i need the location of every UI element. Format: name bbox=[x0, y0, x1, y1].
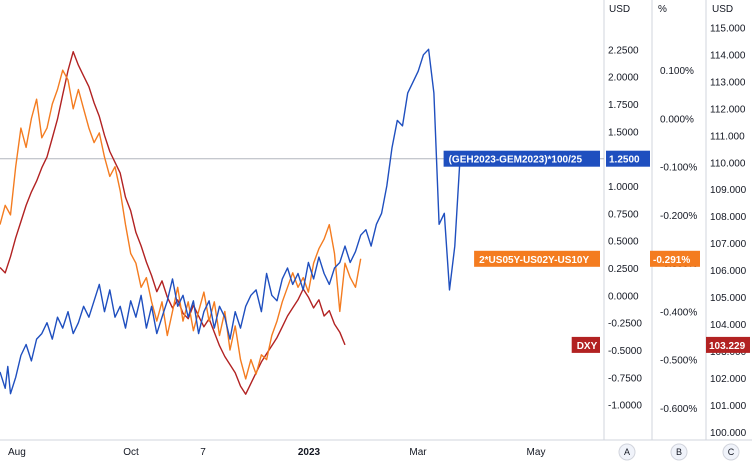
axis-a-tick-5: 1.0000 bbox=[608, 182, 639, 193]
series-name-tag-text-1: 2*US05Y-US02Y-US10Y bbox=[479, 255, 589, 266]
time-label-5: May bbox=[527, 447, 546, 458]
series-value-tag-text-1: -0.291% bbox=[653, 255, 690, 266]
axis-c-tick-7: 108.000 bbox=[710, 212, 747, 223]
axis-c-tick-6: 109.000 bbox=[710, 185, 747, 196]
axis-b-footer-button[interactable]: B bbox=[670, 443, 688, 461]
axis-b-tick-1: 0.000% bbox=[660, 115, 694, 126]
axis-b-tick-3: -0.200% bbox=[660, 211, 697, 222]
axis-a-tick-8: 0.2500 bbox=[608, 264, 639, 275]
series-line-2 bbox=[0, 51, 346, 395]
axis-a-tick-7: 0.5000 bbox=[608, 237, 639, 248]
axis-c-tick-0: 115.000 bbox=[710, 23, 746, 34]
axis-c-footer-button[interactable]: C bbox=[722, 443, 740, 461]
axis-c-tick-10: 105.000 bbox=[710, 293, 747, 304]
series-name-tag-0 bbox=[443, 150, 600, 167]
axis-a-footer-button[interactable]: A bbox=[618, 443, 636, 461]
axis-b-tick-5: -0.400% bbox=[660, 307, 697, 318]
axis-c-tick-4: 111.000 bbox=[710, 131, 745, 142]
axis-c-footer-label: C bbox=[728, 447, 735, 457]
series-name-tag-1 bbox=[474, 250, 600, 267]
axis-b-tick-7: -0.600% bbox=[660, 404, 697, 415]
axis-a-tick-2: 1.7500 bbox=[608, 100, 639, 111]
time-label-4: Mar bbox=[409, 447, 427, 458]
series-value-tag-text-0: 1.2500 bbox=[609, 155, 640, 166]
axis-a-tick-1: 2.0000 bbox=[608, 73, 639, 84]
axis-a-tick-0: 2.2500 bbox=[608, 45, 639, 56]
series-value-tag-text-2: 103.229 bbox=[709, 341, 746, 352]
axis-c-tick-8: 107.000 bbox=[710, 239, 747, 250]
axis-b-unit: % bbox=[658, 4, 667, 15]
axis-c-tick-2: 113.000 bbox=[710, 77, 746, 88]
axis-a-tick-3: 1.5000 bbox=[608, 127, 639, 138]
time-label-1: Oct bbox=[123, 447, 139, 458]
axis-b-tick-6: -0.500% bbox=[660, 356, 697, 367]
axis-c-unit: USD bbox=[712, 4, 733, 15]
axis-b-footer-label: B bbox=[676, 447, 682, 457]
time-label-2: 7 bbox=[200, 447, 206, 458]
time-label-3: 2023 bbox=[298, 447, 321, 458]
series-name-tag-text-0: (GEH2023-GEM2023)*100/25 bbox=[449, 155, 583, 166]
axis-a-unit: USD bbox=[609, 4, 630, 15]
axis-c-tick-3: 112.000 bbox=[710, 104, 746, 115]
series-line-0 bbox=[0, 48, 461, 395]
axis-c-tick-5: 110.000 bbox=[710, 158, 746, 169]
axis-a-tick-12: -0.7500 bbox=[608, 373, 642, 384]
series-value-tag-0 bbox=[606, 150, 650, 167]
value-tags: (GEH2023-GEM2023)*100/25 1.2500 2*US05Y-US… bbox=[443, 150, 750, 353]
axis-c-tick-14: 101.000 bbox=[710, 401, 747, 412]
axis-b-tick-0: 0.100% bbox=[660, 66, 694, 77]
axis-a-tick-6: 0.7500 bbox=[608, 209, 639, 220]
axis-c-tick-15: 100.000 bbox=[710, 428, 747, 439]
time-label-0: Aug bbox=[8, 447, 26, 458]
axis-a-tick-10: -0.2500 bbox=[608, 319, 642, 330]
axis-a-footer-label: A bbox=[624, 447, 630, 457]
series-value-tag-1 bbox=[650, 250, 700, 267]
series-name-tag-2 bbox=[571, 336, 600, 353]
axis-c-tick-9: 106.000 bbox=[710, 266, 747, 277]
time-axis-labels: Aug Oct 7 2023 Mar May bbox=[8, 447, 545, 458]
axis-a-tick-13: -1.0000 bbox=[608, 401, 642, 412]
axis-c-tick-1: 114.000 bbox=[710, 50, 746, 61]
axis-c-tick-11: 104.000 bbox=[710, 320, 747, 331]
series-name-tag-text-2: DXY bbox=[577, 341, 598, 352]
series-layer bbox=[0, 48, 461, 395]
series-value-tag-2 bbox=[706, 336, 750, 353]
axis-b-tick-2: -0.100% bbox=[660, 163, 697, 174]
axis-c-tick-13: 102.000 bbox=[710, 374, 747, 385]
axis-a-tick-9: 0.0000 bbox=[608, 291, 639, 302]
axis-a-tick-11: -0.5000 bbox=[608, 346, 642, 357]
